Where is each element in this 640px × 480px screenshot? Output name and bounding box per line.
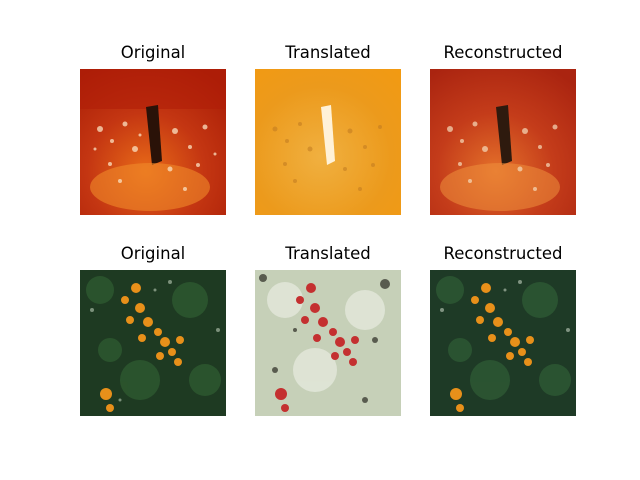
panel-apple-reconstructed: Reconstructed <box>430 43 576 215</box>
orange-reconstructed-image <box>430 270 576 416</box>
panel-title: Original <box>120 244 186 263</box>
panel-title: Translated <box>285 43 371 62</box>
panel-title: Original <box>120 43 186 62</box>
panel-orange-original: Original <box>80 244 226 416</box>
apple-translated-image <box>255 69 401 215</box>
panel-orange-translated: Translated <box>255 244 401 416</box>
panel-apple-original: Original <box>80 43 226 215</box>
panel-title: Reconstructed <box>443 244 563 263</box>
panel-apple-translated: Translated <box>255 43 401 215</box>
apple-reconstructed-image <box>430 69 576 215</box>
orange-translated-image <box>255 270 401 416</box>
apple-original-image <box>80 69 226 215</box>
panel-orange-reconstructed: Reconstructed <box>430 244 576 416</box>
panel-title: Translated <box>285 244 371 263</box>
orange-original-image <box>80 270 226 416</box>
panel-title: Reconstructed <box>443 43 563 62</box>
